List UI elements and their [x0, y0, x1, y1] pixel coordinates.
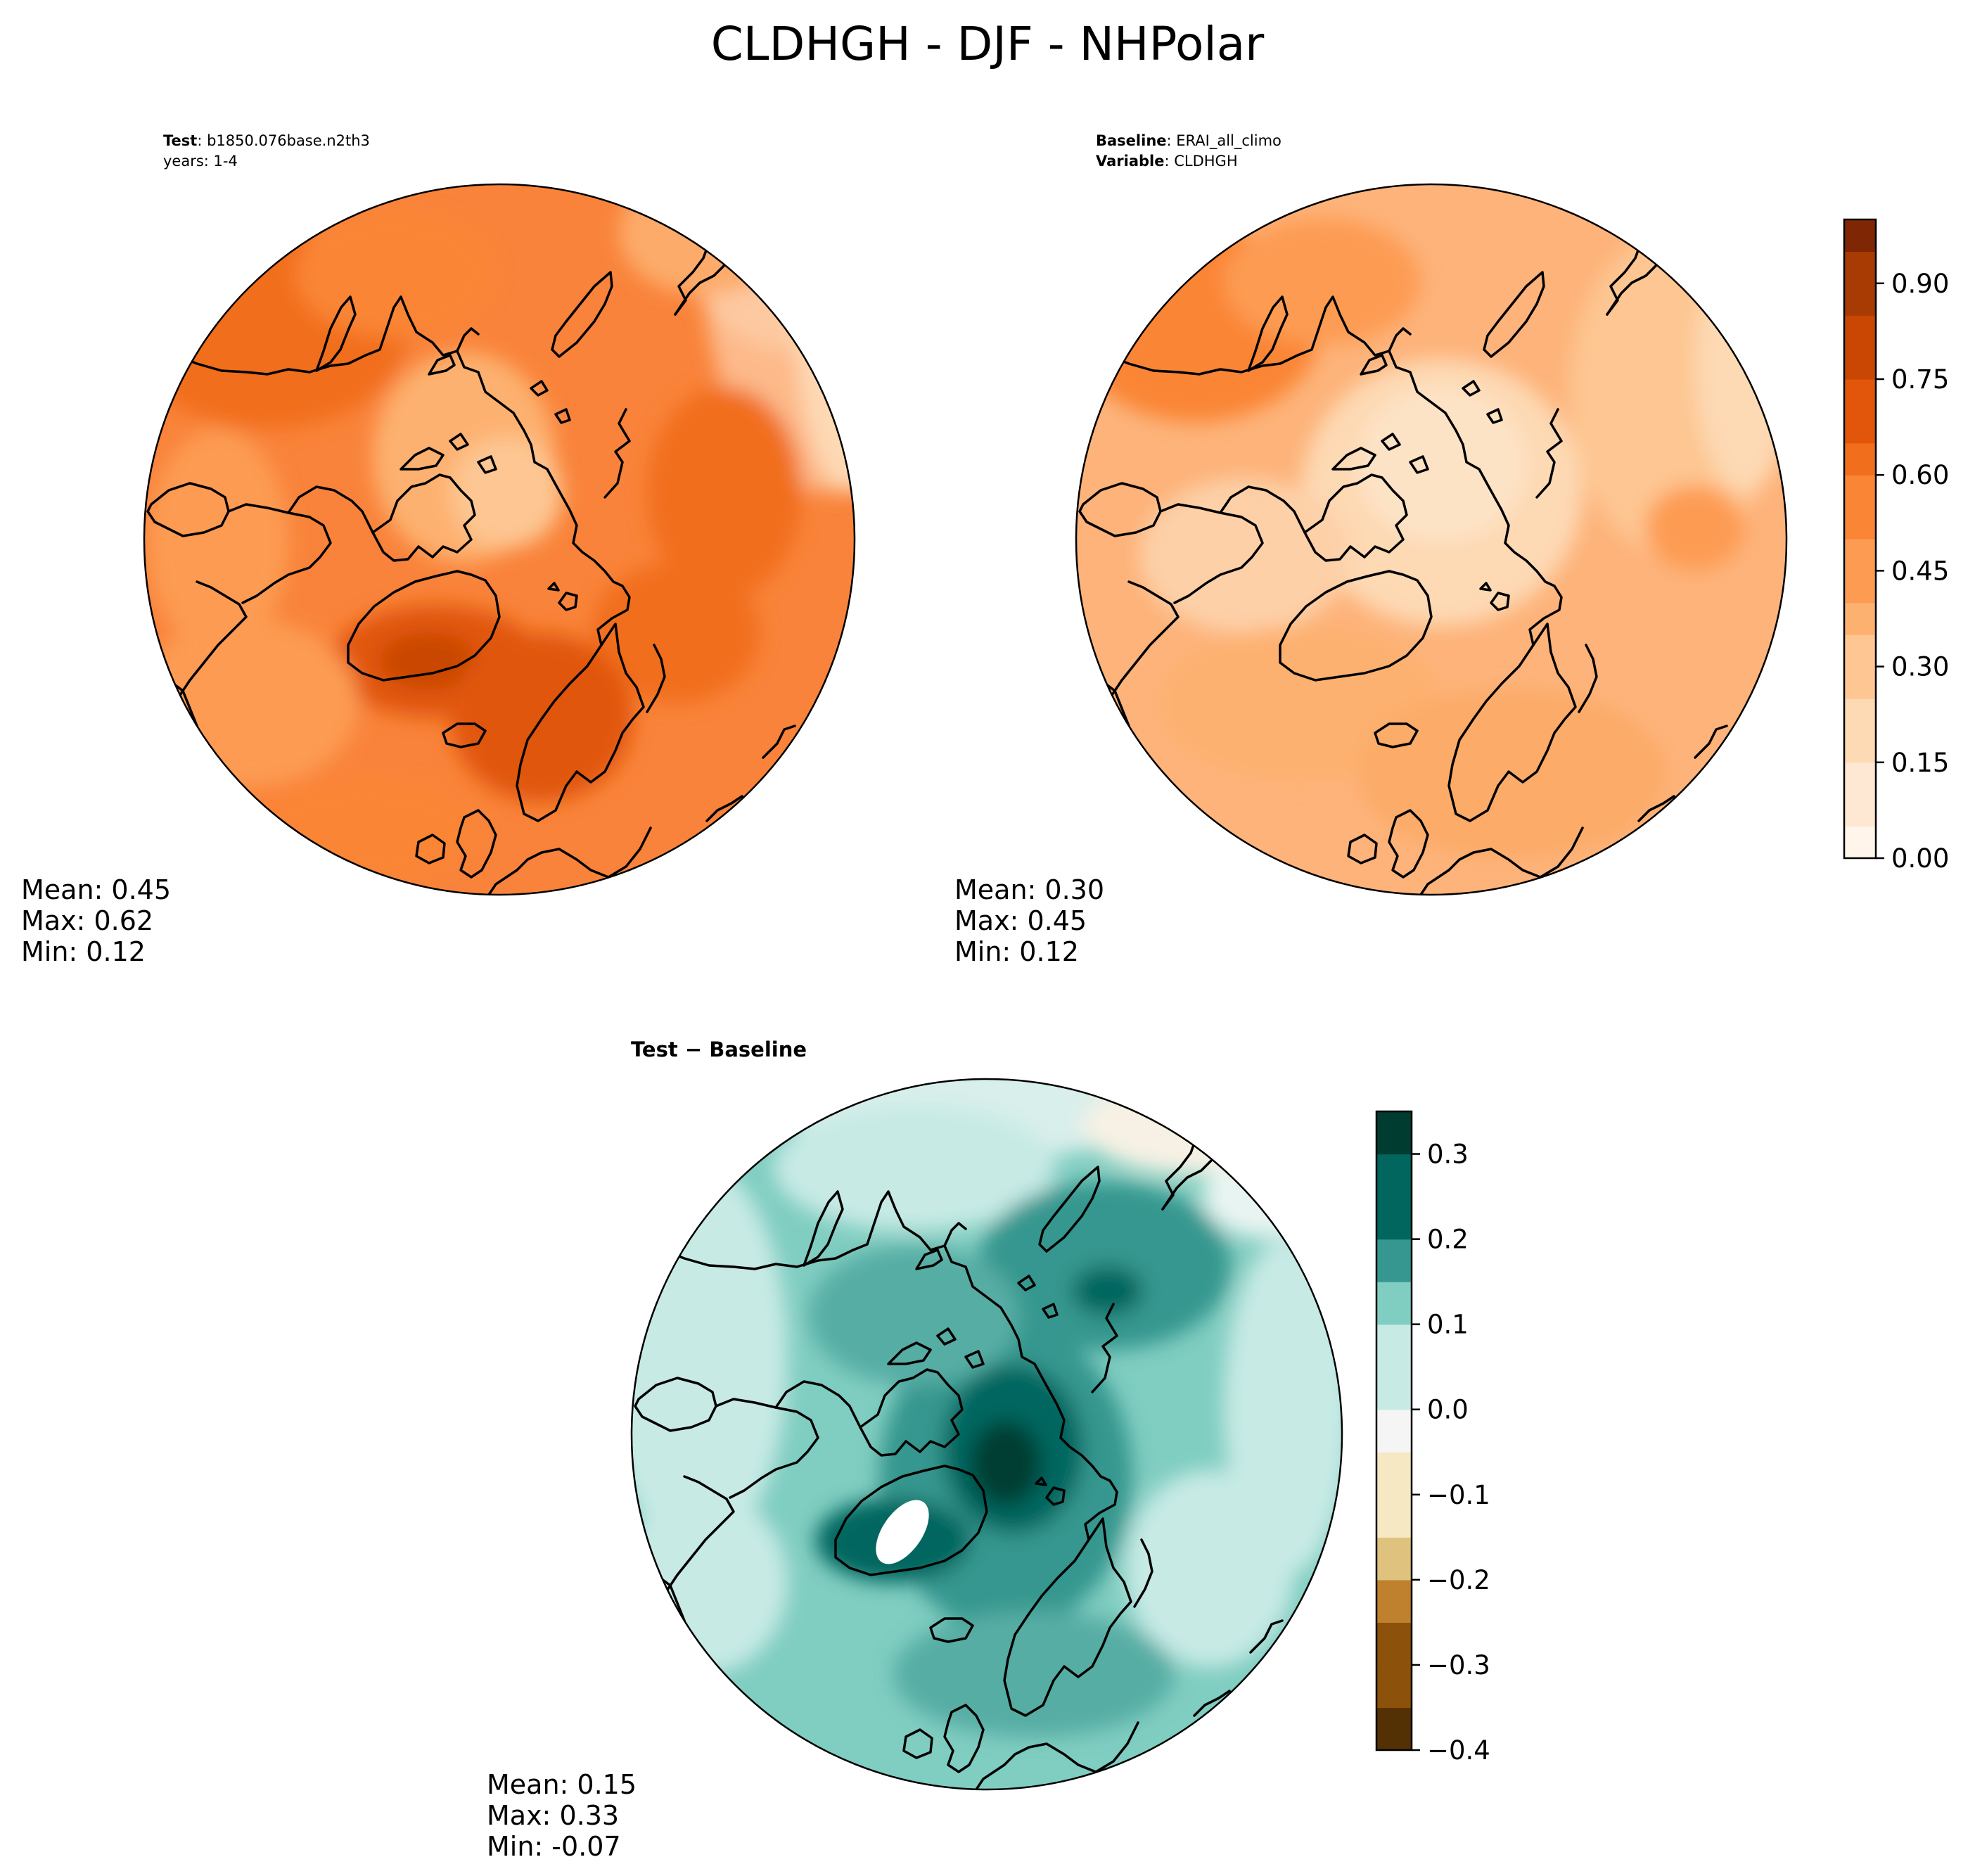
test-max: Max: 0.62 — [21, 905, 153, 936]
colorbar-band — [1844, 506, 1876, 540]
colorbar-band — [1376, 1622, 1412, 1666]
colorbar-difference: −0.4 −0.3 −0.2 −0.1 0.0 0.1 0.2 0.3 — [1375, 1110, 1490, 1766]
colorbar-band — [1376, 1409, 1412, 1453]
colorbar-tick-label: 0.2 — [1427, 1225, 1469, 1255]
test-mean: Mean: 0.45 — [21, 874, 171, 905]
test-label-value: : b1850.076base.n2th3 — [197, 132, 370, 149]
colorbar-band — [1376, 1154, 1412, 1197]
colorbar-band — [1376, 1664, 1412, 1709]
colorbar-band — [1376, 1282, 1412, 1325]
colorbar-band — [1376, 1707, 1412, 1751]
baseline-max: Max: 0.45 — [954, 905, 1087, 936]
baseline-variable-value: : CLDHGH — [1164, 153, 1237, 170]
colorbar-band — [1376, 1324, 1412, 1367]
colorbar-oranges: 0.00 0.15 0.30 0.45 0.60 0.75 0.90 — [1843, 218, 1949, 874]
test-min: Min: 0.12 — [21, 936, 146, 967]
colorbar-band — [1844, 379, 1876, 411]
difference-map — [632, 1079, 1342, 1789]
panel-test: Test: b1850.076base.n2th3 years: 1-4 — [21, 132, 856, 967]
baseline-variable-bold: Variable — [1096, 153, 1164, 170]
colorbar-tick-label: 0.75 — [1891, 364, 1949, 395]
colorbar-band — [1376, 1579, 1412, 1623]
colorbar-tick-label: 0.30 — [1891, 652, 1949, 682]
colorbar-band — [1844, 730, 1876, 763]
colorbar-band — [1376, 1367, 1412, 1410]
colorbar-band — [1844, 794, 1876, 827]
colorbar-band — [1376, 1452, 1412, 1495]
colorbar-band — [1844, 283, 1876, 316]
colorbar-tick-label: 0.60 — [1891, 460, 1949, 490]
colorbar-tick-label: 0.1 — [1427, 1310, 1469, 1340]
diff-max: Max: 0.33 — [487, 1800, 619, 1831]
test-label-bold: Test — [163, 132, 197, 149]
colorbar-tick-label: 0.15 — [1891, 748, 1949, 778]
colorbar-band — [1844, 442, 1876, 476]
colorbar-band — [1376, 1111, 1412, 1155]
diff-title: Test − Baseline — [631, 1038, 807, 1061]
colorbar-tick-label: 0.3 — [1427, 1140, 1469, 1170]
colorbar-frame — [1375, 1110, 1413, 1751]
baseline-map-border — [1075, 183, 1788, 896]
colorbar-tick-label: 0.00 — [1891, 843, 1949, 874]
colorbar-band — [1376, 1239, 1412, 1282]
colorbar-band — [1844, 347, 1876, 380]
baseline-label-value: : ERAI_all_climo — [1167, 132, 1281, 150]
test-map — [144, 184, 855, 895]
figure-title: CLDHGH - DJF - NHPolar — [711, 17, 1265, 71]
test-years: years: 1-4 — [163, 153, 238, 170]
colorbar-band — [1844, 666, 1876, 699]
colorbar-tick-label: 0.0 — [1427, 1395, 1469, 1425]
test-map-border — [143, 183, 856, 896]
colorbar-band — [1844, 634, 1876, 668]
difference-map-border — [630, 1078, 1343, 1791]
colorbar-tick-label: −0.2 — [1427, 1565, 1490, 1595]
diff-mean: Mean: 0.15 — [487, 1769, 637, 1800]
panel-baseline: Baseline: ERAI_all_climo Variable: CLDHG… — [954, 132, 1788, 967]
baseline-min: Min: 0.12 — [954, 936, 1079, 967]
colorbar-band — [1844, 602, 1876, 635]
colorbar-tick-label: −0.4 — [1427, 1735, 1490, 1766]
colorbar-band — [1844, 539, 1876, 571]
colorbar-band — [1844, 219, 1876, 252]
colorbar-frame — [1843, 218, 1877, 860]
colorbar-band — [1844, 826, 1876, 859]
colorbar-tick-label: 0.90 — [1891, 269, 1949, 299]
colorbar-band — [1844, 251, 1876, 284]
colorbar-band — [1376, 1197, 1412, 1240]
baseline-map — [1076, 184, 1787, 895]
colorbar-band — [1844, 762, 1876, 795]
colorbar-band — [1844, 411, 1876, 444]
colorbar-tick-label: −0.3 — [1427, 1650, 1490, 1680]
colorbar-band — [1376, 1537, 1412, 1581]
colorbar-band — [1844, 698, 1876, 731]
colorbar-band — [1844, 315, 1876, 348]
diff-min: Min: -0.07 — [487, 1831, 621, 1862]
panel-difference: Test − Baseline — [487, 1038, 1343, 1862]
svg-text:Variable: CLDHGH: Variable: CLDHGH — [1096, 153, 1238, 170]
colorbar-band — [1844, 570, 1876, 604]
baseline-label-bold: Baseline — [1096, 132, 1167, 149]
colorbar-tick-label: 0.45 — [1891, 556, 1949, 586]
svg-text:Baseline: ERAI_all_climo: Baseline: ERAI_all_climo — [1096, 132, 1281, 150]
svg-text:Test: b1850.076base.n2th3: Test: b1850.076base.n2th3 — [163, 132, 370, 149]
baseline-mean: Mean: 0.30 — [954, 874, 1104, 905]
colorbar-band — [1844, 475, 1876, 508]
colorbar-tick-label: −0.1 — [1427, 1480, 1490, 1510]
colorbar-band — [1376, 1494, 1412, 1538]
